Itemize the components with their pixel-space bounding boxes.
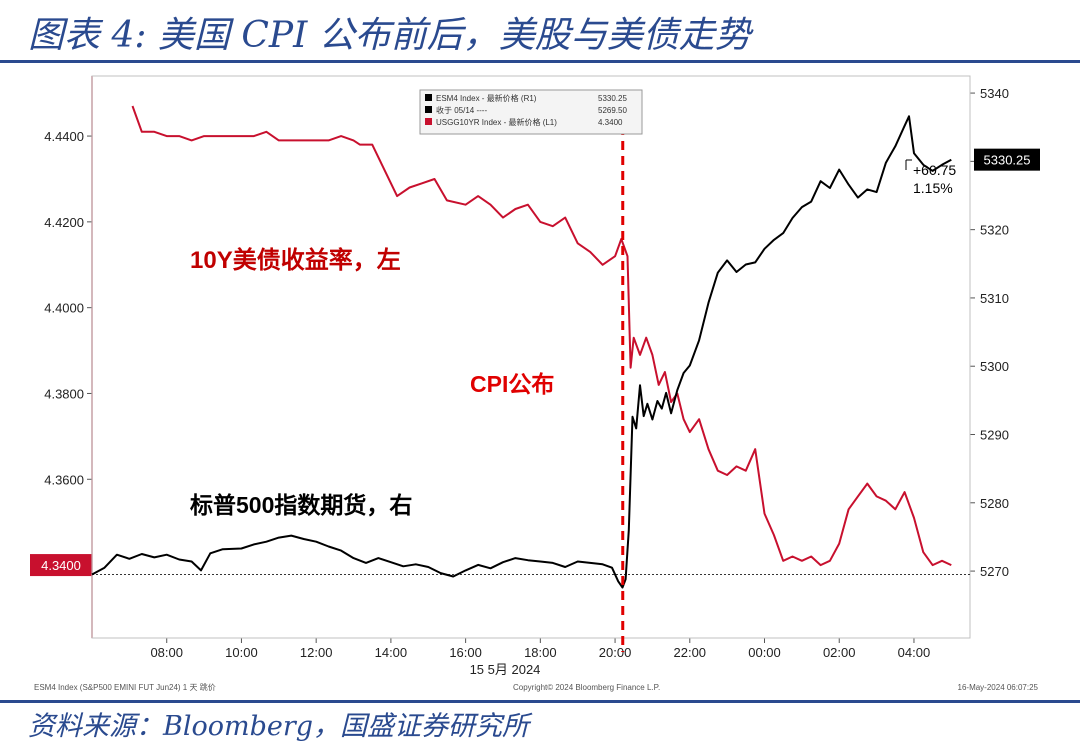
right-tick-label: 5320 [980,223,1009,238]
right-tick-label: 5340 [980,86,1009,101]
x-date-label: 15 5月 2024 [470,662,541,677]
source-note: 资料来源：Bloomberg，国盛证券研究所 [28,711,530,742]
left-y-axis: 4.4400 4.4200 4.4000 4.3800 4.3600 4.3400 [30,76,93,638]
left-current-value-box [30,554,92,577]
x-tick-label: 00:00 [748,645,781,660]
plot-area [91,75,971,652]
title-divider [0,60,1080,63]
legend-swatch [425,106,432,113]
chart-footnotes: ESM4 Index (S&P500 EMINI FUT Jun24) 1 天 … [34,682,1039,692]
left-tick-label: 4.4200 [44,215,84,230]
right-tick-label: 5290 [980,428,1009,443]
x-tick-label: 14:00 [375,645,408,660]
left-tick-label: 4.4400 [44,129,84,144]
right-tick-label: 5300 [980,359,1009,374]
x-tick-label: 08:00 [150,645,183,660]
chart-legend: ESM4 Index - 最新价格 (R1) 5330.25 收于 05/14 --… [419,89,643,135]
x-tick-label: 02:00 [823,645,856,660]
legend-box [419,89,643,135]
cpi-release-annotation: CPI公布 [470,371,554,397]
legend-label: ESM4 Index - 最新价格 (R1) [436,93,537,103]
us10y-yield-line [131,105,952,567]
left-tick-label: 4.3800 [44,386,84,401]
sp500-series-annotation: 标普500指数期货，右 [190,492,412,518]
x-tick-label: 04:00 [898,645,931,660]
right-y-axis: 534053305320531053005290528052705330.25 [969,76,1040,638]
legend-label: 收于 05/14 ---- [436,105,487,115]
right-tick-label: 5280 [980,496,1009,511]
x-tick-label: 22:00 [674,645,707,660]
left-current-value-label: 4.3400 [41,558,81,573]
right-tick-label: 5270 [980,564,1009,579]
x-tick-label: 20:00 [599,645,632,660]
x-axis: 08:00 10:00 12:00 14:00 16:00 18:00 20:00 22:00… [150,638,930,677]
x-tick-label: 18:00 [524,645,557,660]
left-tick-label: 4.3600 [44,472,84,487]
legend-label: USGG10YR Index - 最新价格 (L1) [436,117,557,127]
change-points-annotation: +60.75 [913,162,956,178]
footnote-left: ESM4 Index (S&P500 EMINI FUT Jun24) 1 天 … [34,682,216,692]
legend-swatch [425,94,432,101]
footnote-center: Copyright© 2024 Bloomberg Finance L.P. [513,683,660,692]
legend-value: 4.3400 [598,118,623,127]
sp500-futures-line [91,115,952,589]
change-percent-annotation: 1.15% [913,180,953,196]
legend-value: 5269.50 [598,106,627,115]
legend-value: 5330.25 [598,94,627,103]
right-current-value-box [974,148,1040,171]
x-tick-label: 16:00 [449,645,482,660]
right-tick-label: 5310 [980,291,1009,306]
x-tick-label: 12:00 [300,645,333,660]
left-tick-label: 4.4000 [44,301,84,316]
plot-frame [91,75,971,639]
cpi-market-chart: 4.4400 4.4200 4.4000 4.3800 4.3600 4.3400 534… [30,75,1040,692]
page-title: 图表 4: 美国 CPI 公布前后，美股与美债走势 [28,15,751,56]
footnote-right: 16-May-2024 06:07:25 [958,683,1039,692]
legend-swatch [425,118,432,125]
x-tick-label: 10:00 [225,645,258,660]
right-current-value-label: 5330.25 [984,153,1031,168]
yield-series-annotation: 10Y美债收益率，左 [190,246,401,274]
source-divider [0,700,1080,703]
change-bracket [905,159,912,170]
